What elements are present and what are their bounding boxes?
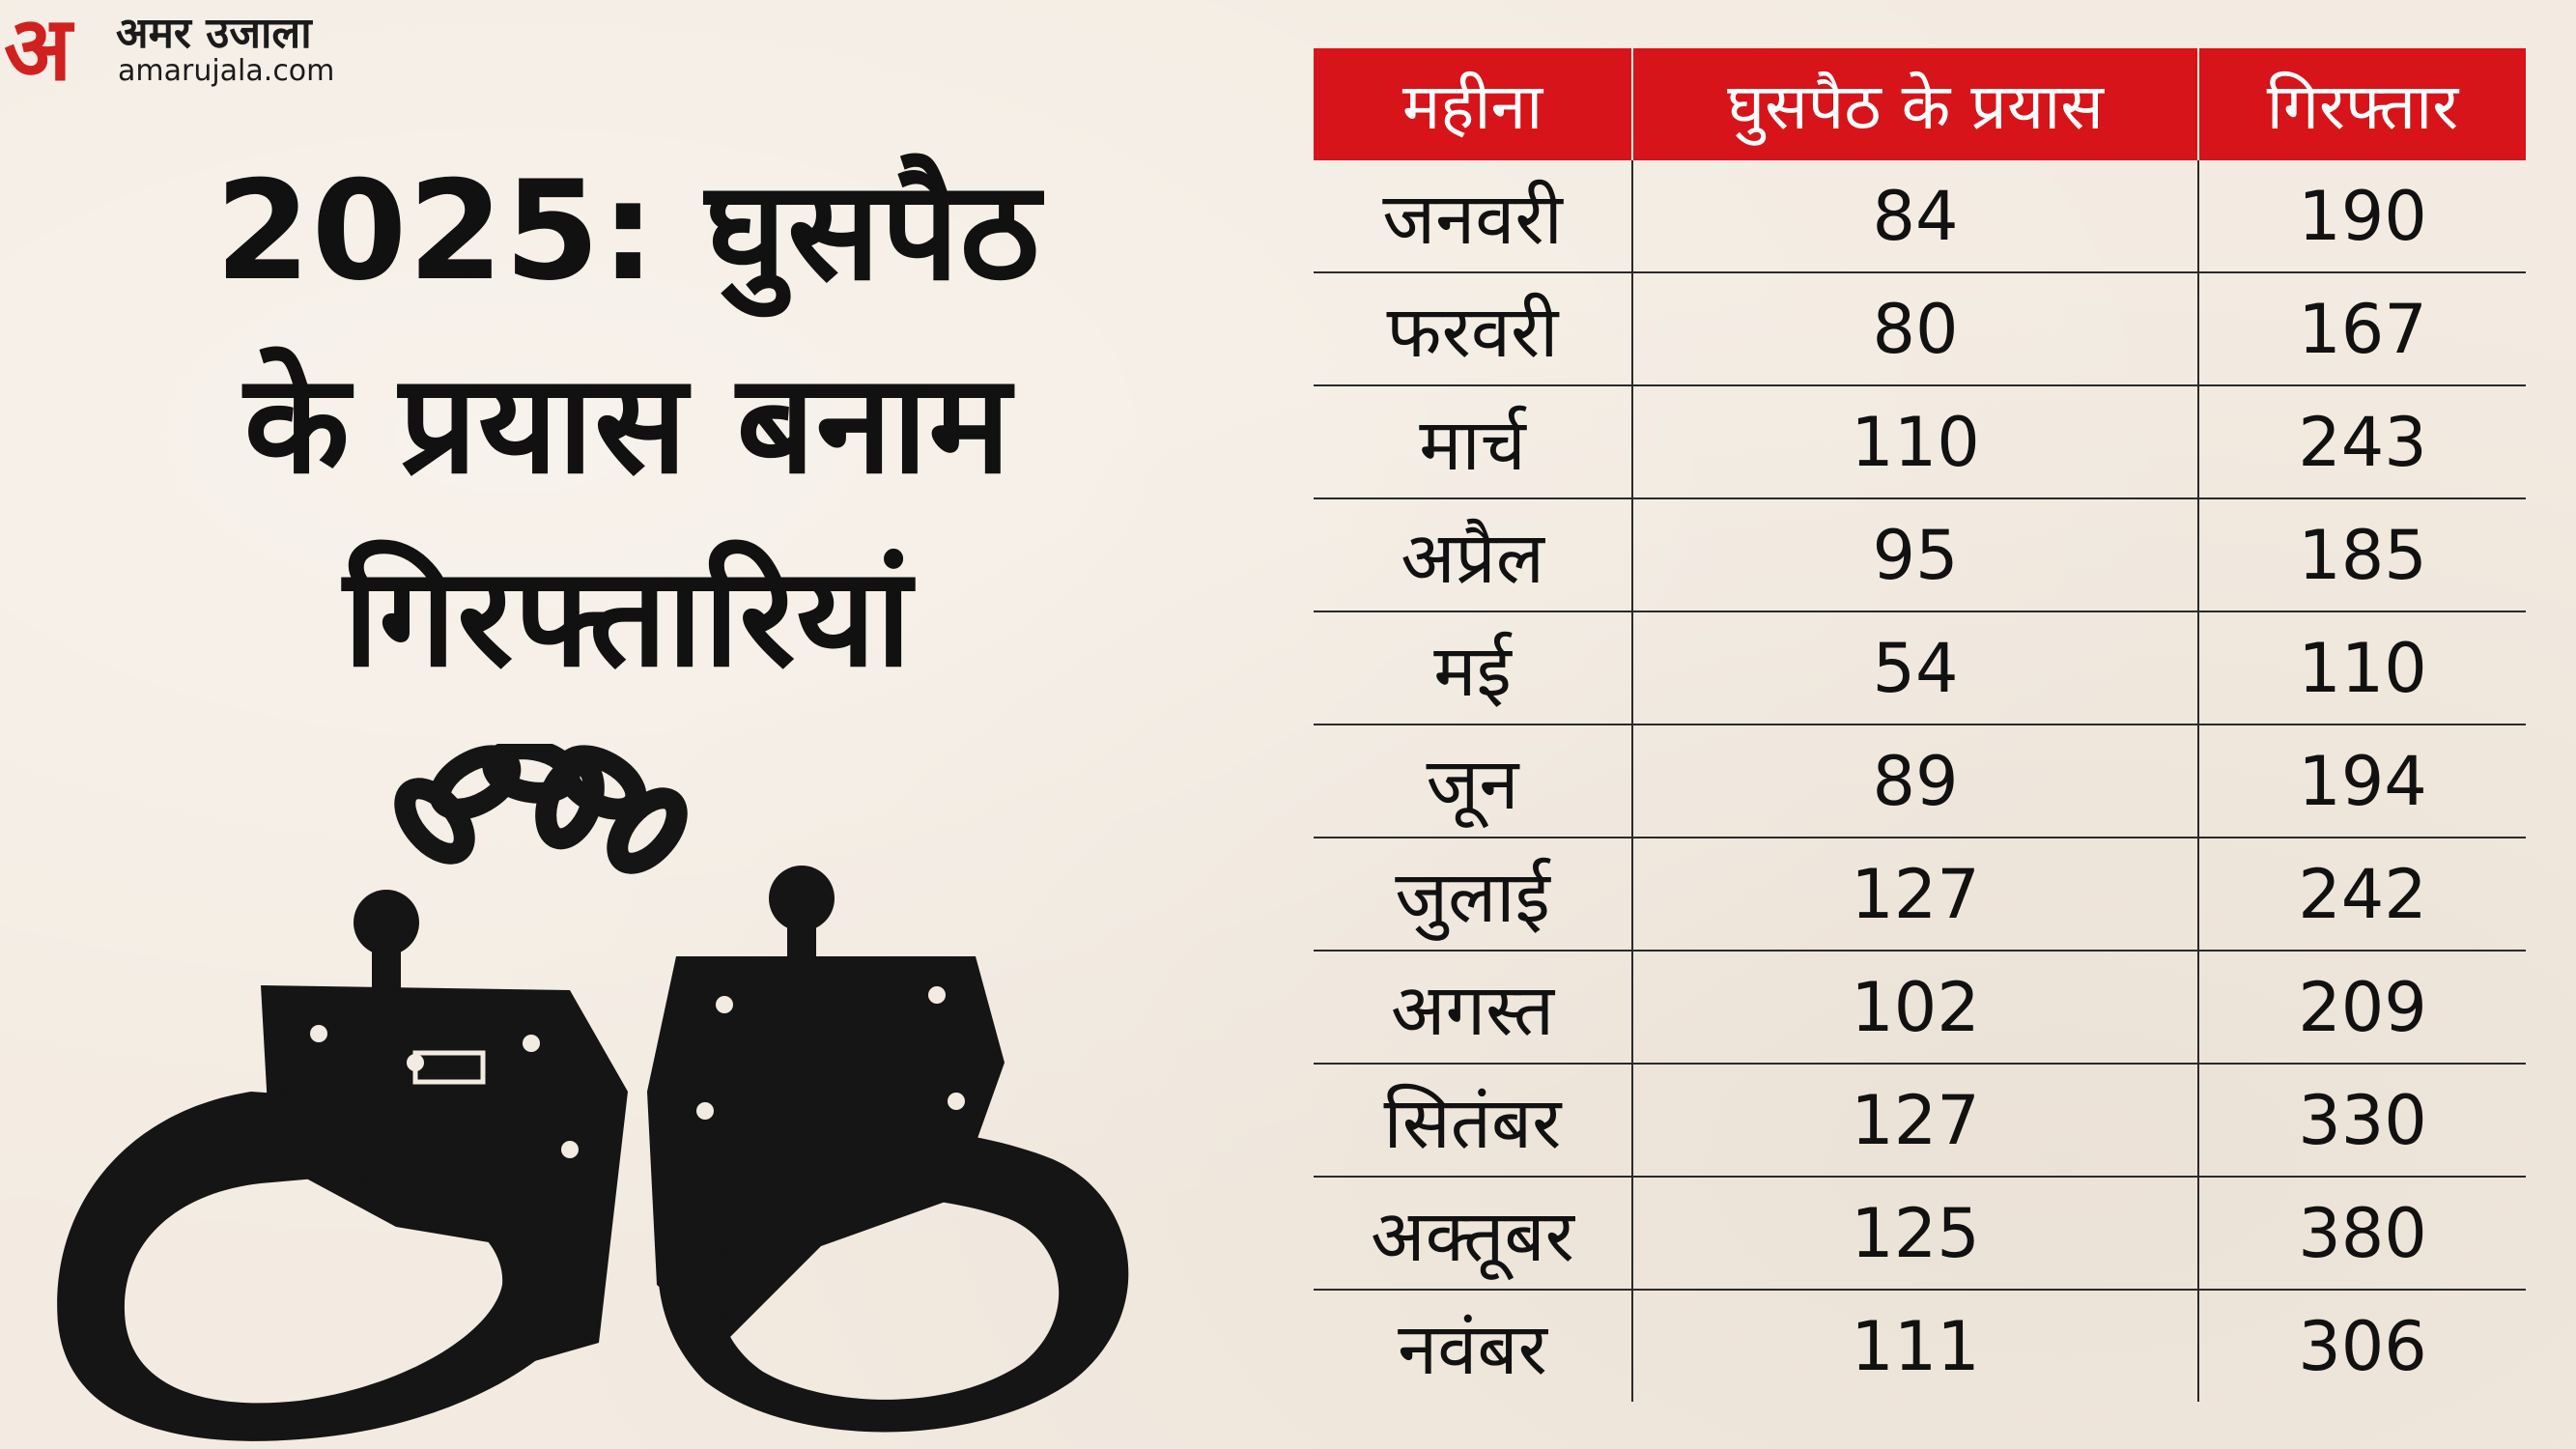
table-row: फरवरी 80 167 bbox=[1314, 272, 2526, 386]
cell-attempts: 89 bbox=[1631, 724, 2198, 838]
table-row: अक्तूबर 125 380 bbox=[1314, 1177, 2526, 1291]
cell-attempts: 125 bbox=[1631, 1177, 2198, 1291]
column-header-arrests: गिरफ्तार bbox=[2197, 48, 2526, 160]
cell-arrests: 185 bbox=[2197, 498, 2526, 612]
table-row: जनवरी 84 190 bbox=[1314, 160, 2526, 273]
cell-arrests: 330 bbox=[2197, 1064, 2526, 1178]
cell-attempts: 127 bbox=[1631, 1064, 2198, 1178]
cell-month: मई bbox=[1314, 611, 1632, 725]
table-row: जून 89 194 bbox=[1314, 724, 2526, 838]
handcuffs-icon bbox=[57, 744, 1129, 1441]
logo-name: अमर उजाला bbox=[116, 9, 312, 58]
cell-attempts: 127 bbox=[1631, 838, 2198, 952]
table-row: अप्रैल 95 185 bbox=[1314, 498, 2526, 612]
headline-line-2: के प्रयास बनाम bbox=[243, 345, 1012, 504]
cell-arrests: 209 bbox=[2197, 951, 2526, 1065]
logo-site: amarujala.com bbox=[118, 54, 335, 88]
cell-attempts: 102 bbox=[1631, 951, 2198, 1065]
cell-month: अगस्त bbox=[1314, 951, 1632, 1065]
cell-attempts: 54 bbox=[1631, 611, 2198, 725]
cell-month: मार्च bbox=[1314, 385, 1632, 499]
cell-arrests: 242 bbox=[2197, 838, 2526, 952]
headline-line-3: गिरफ्तारियां bbox=[343, 538, 913, 697]
cell-arrests: 110 bbox=[2197, 611, 2526, 725]
headline-line-1: 2025: घुसपैठ bbox=[214, 152, 1041, 311]
cell-arrests: 194 bbox=[2197, 724, 2526, 838]
cell-month: फरवरी bbox=[1314, 272, 1632, 386]
cell-arrests: 167 bbox=[2197, 272, 2526, 386]
table-row: मई 54 110 bbox=[1314, 611, 2526, 725]
cell-arrests: 306 bbox=[2197, 1290, 2526, 1402]
cell-month: अक्तूबर bbox=[1314, 1177, 1632, 1291]
column-header-attempts: घुसपैठ के प्रयास bbox=[1631, 48, 2198, 160]
cell-attempts: 84 bbox=[1631, 160, 2198, 273]
cell-attempts: 95 bbox=[1631, 498, 2198, 612]
cell-attempts: 111 bbox=[1631, 1290, 2198, 1402]
infiltration-table: महीना घुसपैठ के प्रयास गिरफ्तार जनवरी 84 1… bbox=[1314, 48, 2526, 1402]
table-header-row: महीना घुसपैठ के प्रयास गिरफ्तार bbox=[1314, 48, 2526, 160]
logo-mark-icon: अ bbox=[4, 0, 72, 100]
cell-attempts: 80 bbox=[1631, 272, 2198, 386]
table-row: मार्च 110 243 bbox=[1314, 385, 2526, 499]
table-row: अगस्त 102 209 bbox=[1314, 951, 2526, 1065]
cell-attempts: 110 bbox=[1631, 385, 2198, 499]
cell-month: सितंबर bbox=[1314, 1064, 1632, 1178]
column-header-month: महीना bbox=[1314, 48, 1632, 160]
table-row: नवंबर 111 306 bbox=[1314, 1290, 2526, 1402]
brand-logo[interactable]: अ अमर उजाला amarujala.com bbox=[0, 0, 406, 97]
headline: 2025: घुसपैठ के प्रयास बनाम गिरफ्तारियां bbox=[77, 135, 1178, 715]
cell-month: नवंबर bbox=[1398, 1308, 1547, 1391]
table-row: सितंबर 127 330 bbox=[1314, 1064, 2526, 1178]
table-row: जुलाई 127 242 bbox=[1314, 838, 2526, 952]
cell-month: जुलाई bbox=[1314, 838, 1632, 952]
cell-arrests: 380 bbox=[2197, 1177, 2526, 1291]
cell-arrests: 190 bbox=[2197, 160, 2526, 273]
data-table-container: महीना घुसपैठ के प्रयास गिरफ्तार जनवरी 84 1… bbox=[1314, 48, 2526, 1402]
cell-arrests: 243 bbox=[2197, 385, 2526, 499]
cell-month: जनवरी bbox=[1314, 160, 1632, 273]
cell-month: जून bbox=[1314, 724, 1632, 838]
cell-month: अप्रैल bbox=[1314, 498, 1632, 612]
